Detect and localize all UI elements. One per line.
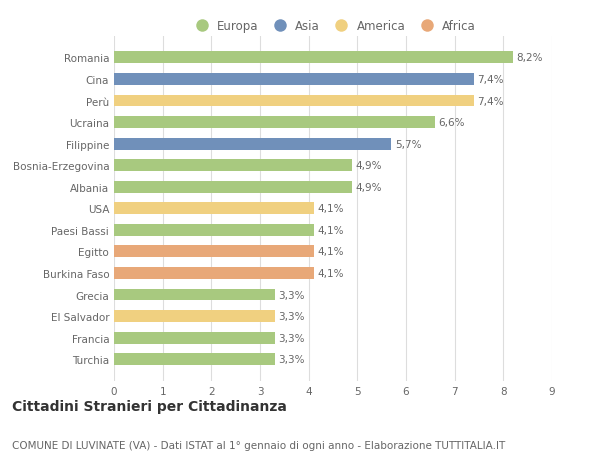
Bar [114, 160, 352, 172]
Bar [114, 95, 474, 107]
Bar [114, 268, 314, 279]
Bar [114, 224, 314, 236]
Text: 7,4%: 7,4% [478, 96, 504, 106]
Bar [114, 332, 275, 344]
Text: 4,9%: 4,9% [356, 182, 382, 192]
Bar [114, 203, 314, 215]
Text: 6,6%: 6,6% [439, 118, 465, 128]
Text: 3,3%: 3,3% [278, 311, 305, 321]
Text: 4,1%: 4,1% [317, 247, 343, 257]
Legend: Europa, Asia, America, Africa: Europa, Asia, America, Africa [185, 15, 481, 38]
Bar [114, 52, 513, 64]
Text: Cittadini Stranieri per Cittadinanza: Cittadini Stranieri per Cittadinanza [12, 399, 287, 413]
Text: 7,4%: 7,4% [478, 75, 504, 85]
Text: 3,3%: 3,3% [278, 290, 305, 300]
Text: 4,1%: 4,1% [317, 225, 343, 235]
Text: 4,1%: 4,1% [317, 269, 343, 278]
Bar [114, 353, 275, 365]
Text: 8,2%: 8,2% [517, 53, 543, 63]
Bar [114, 289, 275, 301]
Bar [114, 181, 352, 193]
Text: COMUNE DI LUVINATE (VA) - Dati ISTAT al 1° gennaio di ogni anno - Elaborazione T: COMUNE DI LUVINATE (VA) - Dati ISTAT al … [12, 440, 505, 450]
Text: 3,3%: 3,3% [278, 333, 305, 343]
Bar [114, 139, 391, 150]
Bar [114, 117, 435, 129]
Bar [114, 310, 275, 322]
Text: 4,1%: 4,1% [317, 204, 343, 214]
Text: 4,9%: 4,9% [356, 161, 382, 171]
Text: 5,7%: 5,7% [395, 140, 421, 149]
Bar [114, 246, 314, 258]
Bar [114, 74, 474, 86]
Text: 3,3%: 3,3% [278, 354, 305, 364]
